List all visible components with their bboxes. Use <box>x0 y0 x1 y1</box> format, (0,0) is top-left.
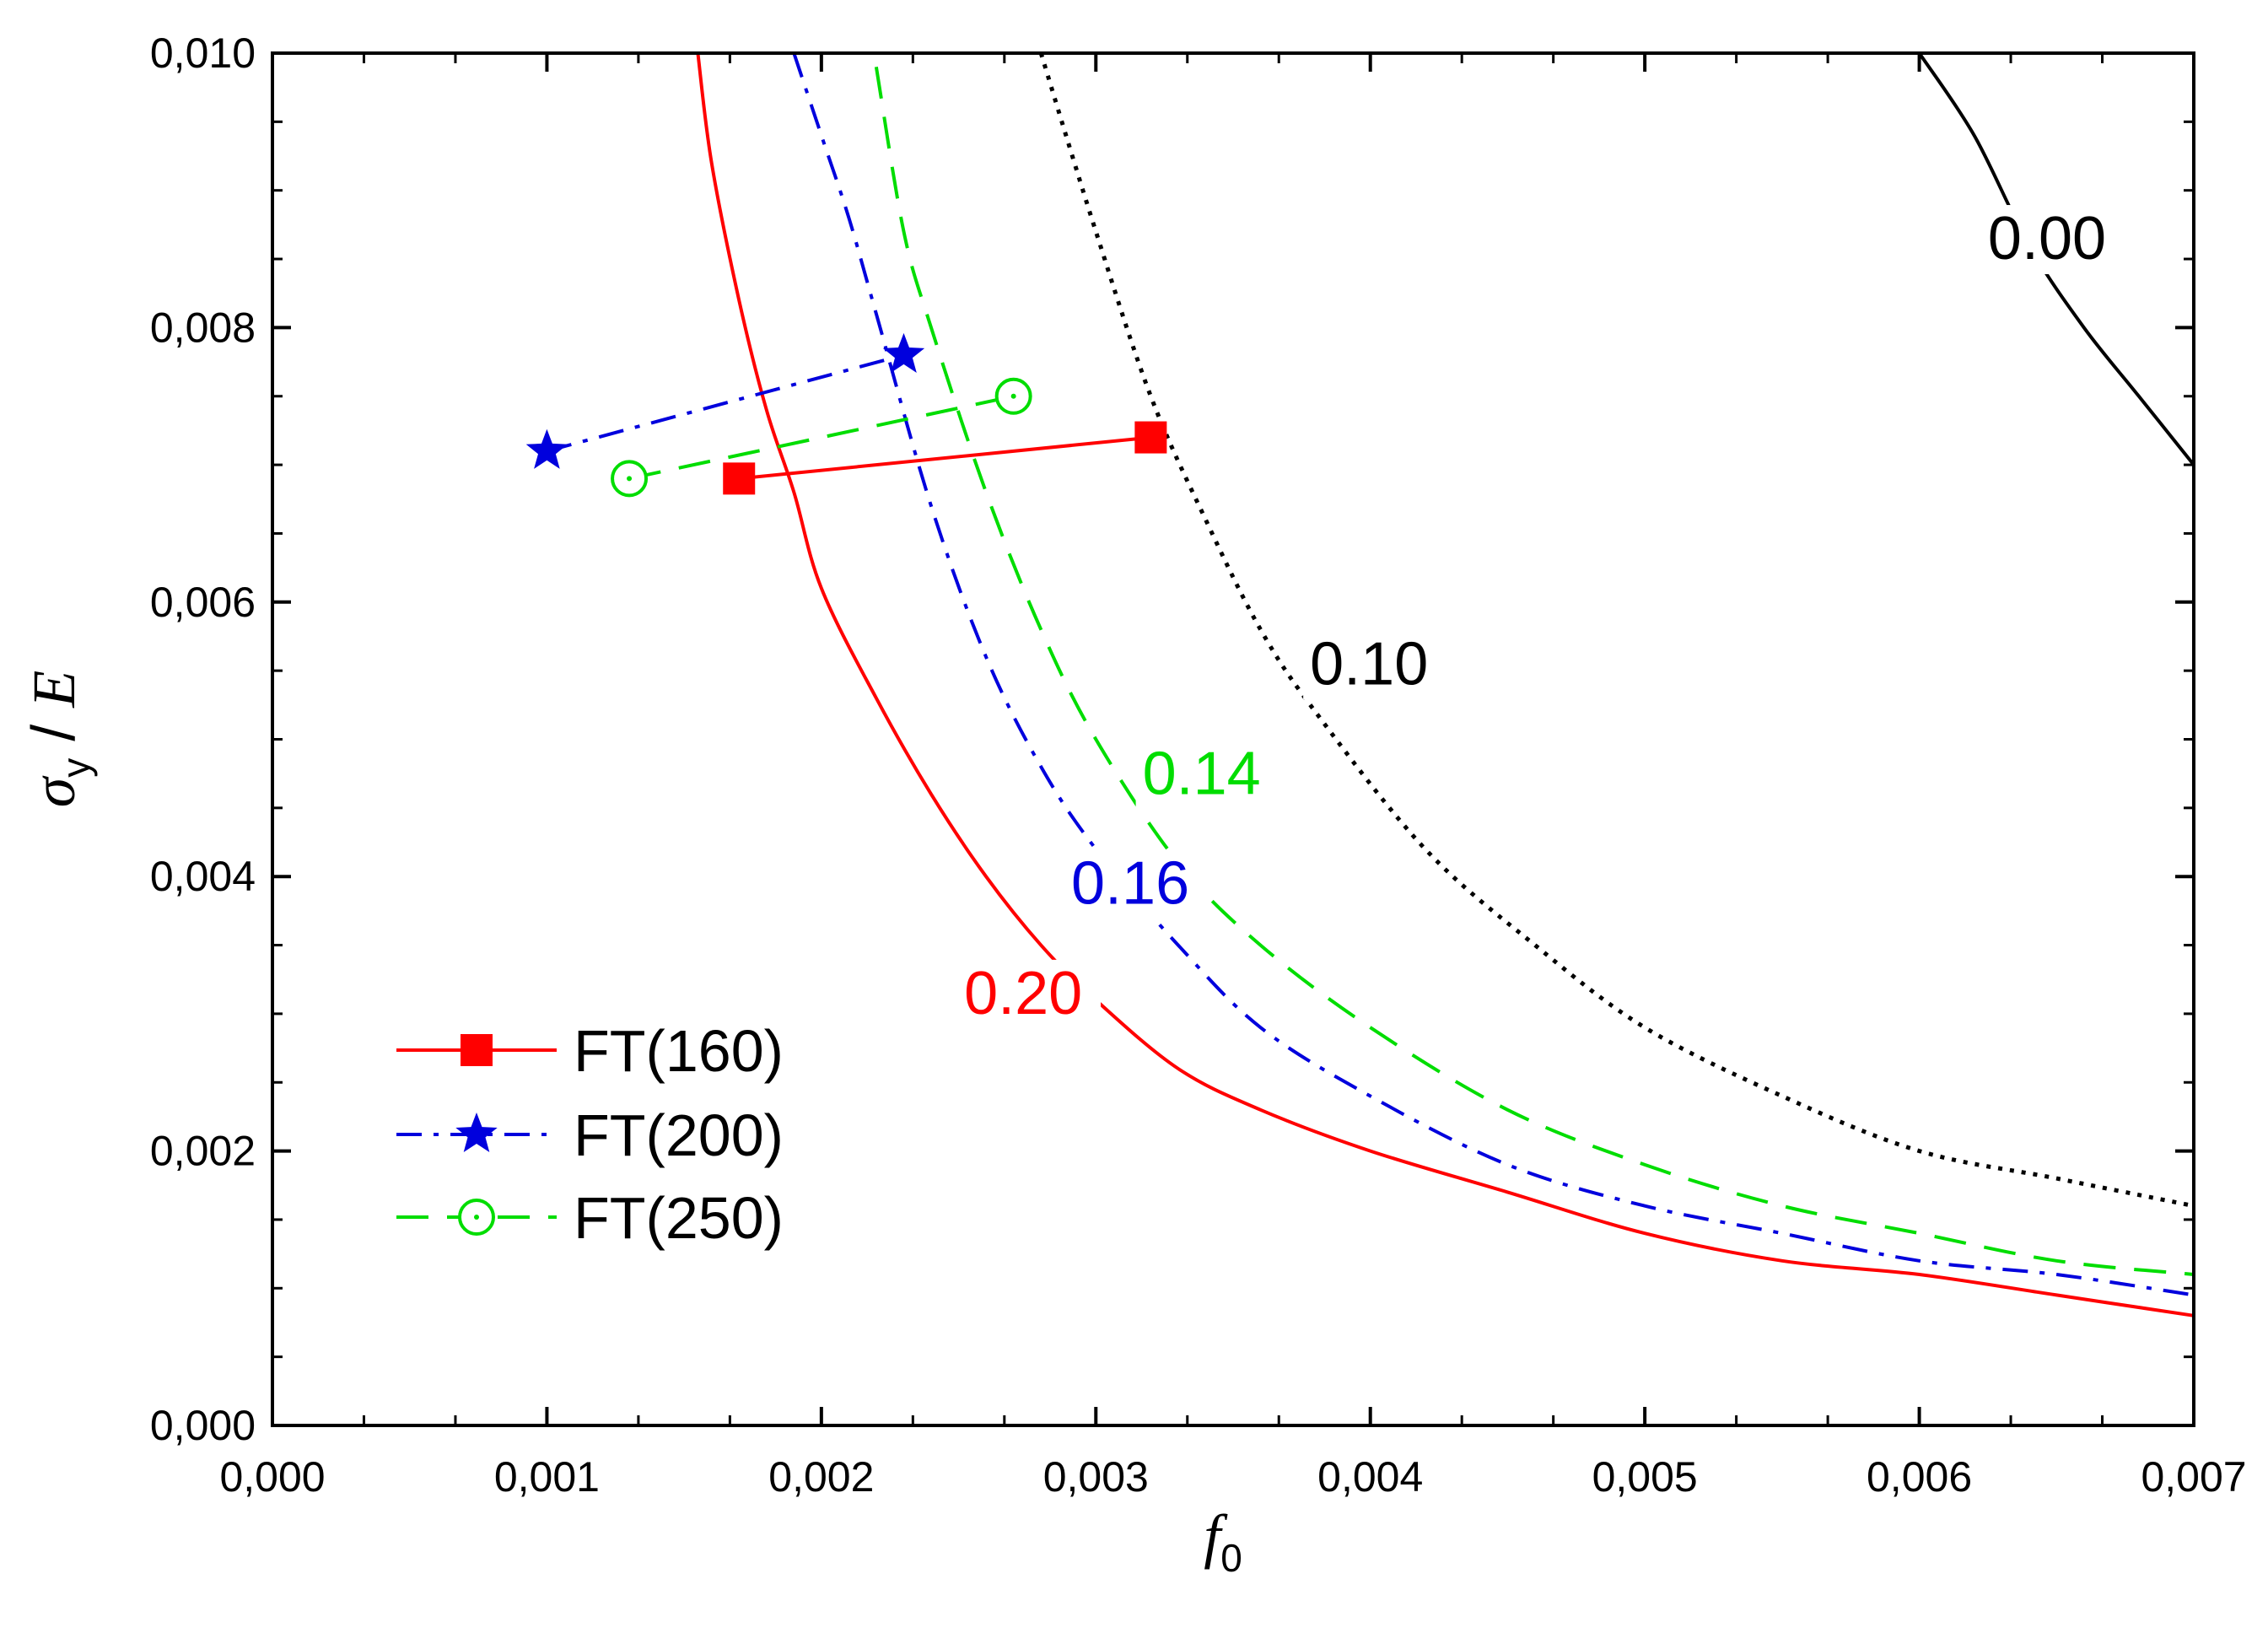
x-tick-label: 0,006 <box>1867 1453 1972 1501</box>
plot-frame <box>271 51 2195 1427</box>
y-tick-label: 0,000 <box>150 1402 256 1449</box>
contour-label-bg <box>1980 205 2125 275</box>
x-axis-ticks: 0,000 0,001 0,002 0,003 0,004 0,005 0,006 0,007 <box>219 53 2247 1501</box>
x-tick-label: 0,005 <box>1592 1453 1698 1501</box>
contour-line-0-16 <box>792 52 2195 1297</box>
legend-label: FT(200) <box>574 1102 784 1168</box>
x-tick-label: 0,004 <box>1317 1453 1423 1501</box>
contour-line-0-00 <box>1917 51 2195 466</box>
y-tick-label: 0,008 <box>150 304 256 351</box>
x-tick-label: 0,007 <box>2141 1453 2246 1501</box>
y-tick-label: 0,006 <box>150 579 256 626</box>
y-tick-label: 0,002 <box>150 1128 256 1175</box>
x-tick-label: 0,001 <box>494 1453 600 1501</box>
square-marker <box>1134 421 1167 454</box>
x-tick-label: 0,003 <box>1043 1453 1149 1501</box>
star-marker <box>525 428 568 469</box>
contour-label-bg <box>1064 849 1208 919</box>
contour-label-bg <box>1303 630 1447 700</box>
contour-line-0-10 <box>1038 52 2195 1209</box>
x-axis-title: f0 <box>1204 1502 1242 1580</box>
contour-label-bg <box>957 959 1102 1029</box>
x-tick-label: 0,002 <box>768 1453 874 1501</box>
legend: FT(160) FT(200) FT(250) <box>396 1018 784 1251</box>
legend-label: FT(250) <box>574 1185 784 1251</box>
contour-labels: 0.00 0.10 0.14 0.16 0.20 <box>957 205 2125 1029</box>
series-line <box>546 353 905 453</box>
contour-label-0-14: 0.14 <box>1143 741 1261 808</box>
y-tick-label: 0,010 <box>150 30 256 77</box>
star-marker <box>882 332 925 373</box>
data-series <box>525 332 1167 498</box>
legend-label: FT(160) <box>574 1018 784 1084</box>
circle-marker-dot <box>474 1215 479 1220</box>
y-tick-label: 0,004 <box>150 853 256 900</box>
contour-label-0-16: 0.16 <box>1071 850 1189 918</box>
y-axis-title: σy / E <box>20 671 98 808</box>
square-marker <box>461 1034 493 1066</box>
contour-label-bg <box>1135 740 1279 810</box>
series-line <box>739 435 1151 481</box>
contour-line-0-14 <box>874 66 2195 1276</box>
x-tick-label: 0,000 <box>219 1453 325 1501</box>
square-marker <box>723 462 756 495</box>
star-marker <box>455 1113 498 1152</box>
circle-marker-dot <box>1010 393 1016 399</box>
contour-label-0-10: 0.10 <box>1310 630 1428 698</box>
circle-marker-dot <box>627 476 633 482</box>
contour-label-0-20: 0.20 <box>964 960 1082 1027</box>
series-line <box>628 394 1015 481</box>
contour-label-0-00: 0.00 <box>1988 205 2106 272</box>
y-axis-ticks: 0,000 0,002 0,004 0,006 0,008 0,010 <box>150 30 2194 1449</box>
